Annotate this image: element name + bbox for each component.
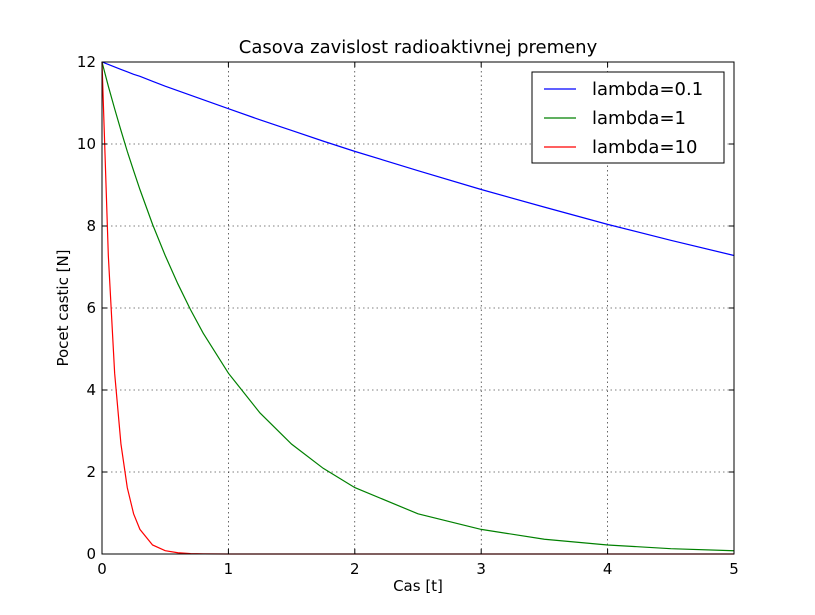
x-tick-label: 0 [97,560,107,578]
x-tick-label: 2 [350,560,360,578]
x-tick-label: 3 [476,560,486,578]
y-tick-label: 2 [86,463,96,481]
legend-label: lambda=0.1 [592,79,703,100]
series-line-lambda-1 [101,61,735,552]
y-tick-label: 0 [86,545,96,563]
series-line-lambda-0-1 [101,61,735,257]
legend-label: lambda=1 [592,108,686,129]
chart-title: Casova zavislost radioaktivnej premeny [239,37,598,58]
y-tick-label: 6 [86,299,96,317]
x-tick-label: 1 [224,560,234,578]
y-tick-label: 12 [77,53,96,71]
y-axis-label: Pocet castic [N] [54,249,72,366]
y-tick-label: 4 [86,381,96,399]
legend: lambda=0.1 lambda=1 lambda=10 [531,71,725,164]
legend-label: lambda=10 [592,137,697,158]
y-tick-label: 10 [77,135,96,153]
x-tick-label: 4 [603,560,613,578]
x-tick-label: 5 [729,560,739,578]
y-tick-label: 8 [86,217,96,235]
x-axis-label: Cas [t] [393,577,443,595]
